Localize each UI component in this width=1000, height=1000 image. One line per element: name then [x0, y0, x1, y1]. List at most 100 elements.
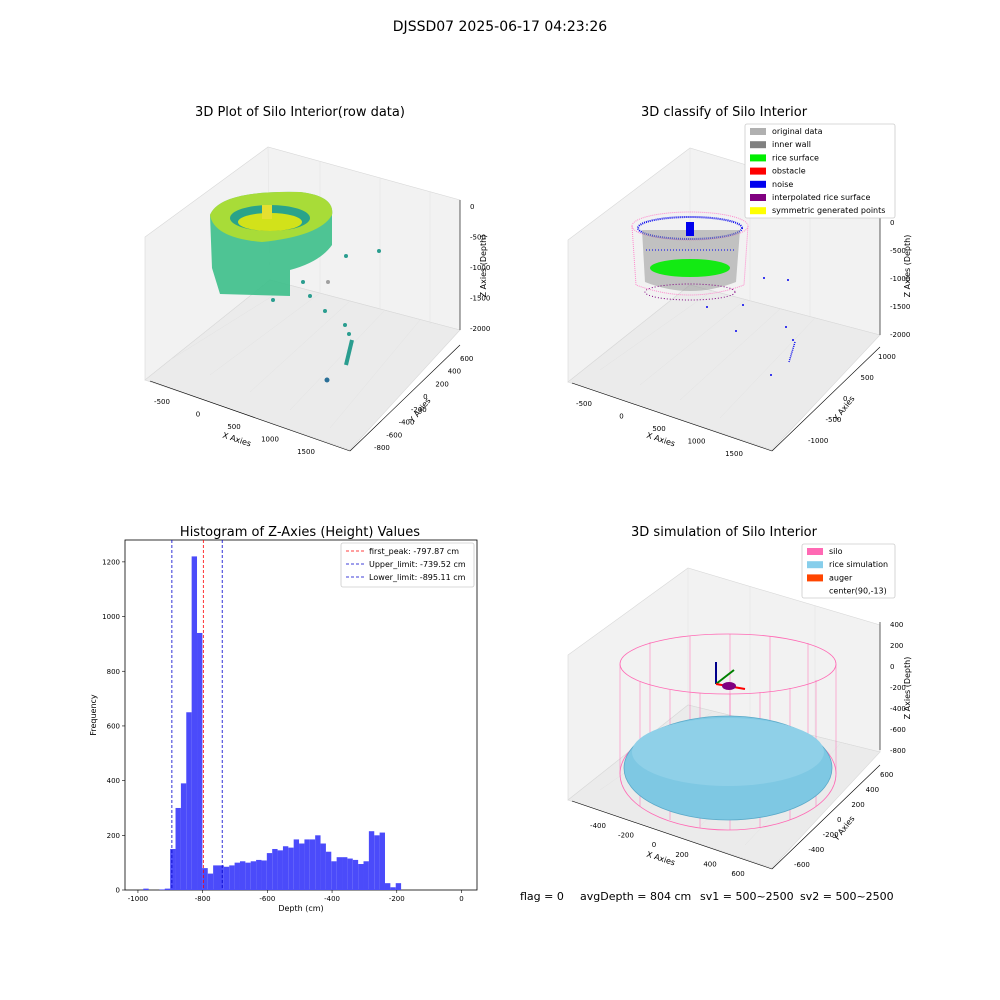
plot2-legend-item-swatch [750, 207, 766, 215]
plot2-legend-item-swatch [750, 180, 766, 188]
plot4-legend-item-label: auger [829, 573, 853, 582]
histogram-bar [390, 887, 396, 890]
histogram-bar [395, 883, 402, 890]
plot1-y-tick-label: -600 [386, 431, 402, 439]
histogram-bar [256, 859, 262, 890]
histogram-bar [175, 807, 181, 890]
histogram-bar [180, 783, 187, 890]
plot4-x-axis [571, 800, 773, 870]
plot1-zlabel: Z Axies (Depth) [479, 235, 488, 298]
plot1-y-tick-label: 600 [460, 355, 473, 363]
plot2-legend-item-swatch [750, 141, 766, 149]
histogram-bar [202, 868, 208, 890]
histogram-bar [164, 888, 171, 890]
histogram-bar [229, 865, 235, 890]
plot4-z-tick-label: -200 [890, 684, 906, 692]
plot2-z-tick-label: -1500 [890, 303, 910, 311]
plot-simulation: 3D simulation of Silo Interior [567, 525, 912, 878]
plot2-x-tick-label: 1500 [725, 450, 743, 458]
plot4-z-tick-label: 400 [890, 621, 903, 629]
plot2-x-tick-label: 0 [619, 413, 623, 421]
histogram-vlines [171, 540, 223, 890]
histogram-bar [336, 857, 343, 890]
histogram-x-tick-label: 0 [459, 895, 463, 903]
histogram-x-tick-label: -200 [389, 895, 405, 903]
plot1-x-axis [149, 380, 351, 452]
histogram-bar [282, 846, 289, 890]
histogram-bar [304, 839, 310, 890]
histogram-legend-label: Lower_limit: -895.11 cm [369, 573, 466, 582]
histogram-bar [358, 864, 364, 890]
plot2-x-axis [571, 382, 773, 452]
plot4-z-tick-label: -600 [890, 726, 906, 734]
histogram-bar [331, 861, 337, 890]
histogram-bar [320, 843, 326, 890]
histogram-bar [299, 843, 305, 890]
histogram-bar [342, 857, 348, 890]
plot4-zlabel: Z Axies (Depth) [903, 657, 912, 720]
plot4-legend-item-swatch [807, 548, 823, 555]
plot2-legend-item-label: original data [772, 127, 823, 136]
footer-sv1: sv1 = 500~2500 [700, 890, 794, 903]
histogram-bar [352, 859, 359, 890]
plot4-x-tick-label: 200 [675, 851, 688, 859]
plot2-legend-item-label: symmetric generated points [772, 206, 885, 215]
plot2-xlabel: X Axies [645, 431, 676, 449]
plot2-legend-item-swatch [750, 154, 766, 162]
plot2-y-tick-label: 500 [861, 374, 874, 382]
plot4-z-tick-label: -800 [890, 747, 906, 755]
histogram-bar [309, 839, 316, 890]
histogram-bar [266, 853, 273, 890]
histogram-bars [143, 556, 402, 890]
plot4-y-axis [771, 764, 881, 870]
plot2-y-axis [771, 346, 881, 452]
histogram-bar [197, 632, 203, 890]
histogram-bar [218, 865, 224, 890]
plot1-y-tick-label: -400 [399, 419, 415, 427]
footer-sv2: sv2 = 500~2500 [800, 890, 894, 903]
histogram-x-tick-label: -1000 [128, 895, 148, 903]
plot-raw-data: 3D Plot of Silo Interior(row data) [144, 105, 490, 456]
plot2-legend-item-label: inner wall [772, 140, 811, 149]
histogram-x-tick-label: -400 [324, 895, 340, 903]
histogram-bar [191, 556, 198, 890]
histogram-bar [368, 831, 375, 890]
plot1-z-tick-label: -1000 [470, 264, 490, 272]
plot1-y-tick-label: 200 [435, 380, 448, 388]
histogram-bar [170, 848, 176, 890]
plot2-x-tick-label: 500 [652, 425, 665, 433]
plot4-legend: silo rice simulation auger center(90,-13) [801, 543, 896, 599]
histogram-bar [207, 873, 214, 890]
histogram-x-ticks: -1000 -800 -600 -400 -200 0 [128, 890, 464, 903]
plot2-z-tick-label: -500 [890, 247, 906, 255]
plot-classify: 3D classify of Silo Interior [567, 105, 912, 458]
plot2-y-tick-label: -1000 [808, 437, 828, 445]
plot2-y-tick-label: 0 [843, 395, 847, 403]
histogram-bar [159, 889, 165, 890]
plot1-x-tick-label: 1500 [297, 448, 315, 456]
plot1-title: 3D Plot of Silo Interior(row data) [195, 105, 405, 120]
plot4-title: 3D simulation of Silo Interior [631, 525, 818, 540]
plot4-y-tick-label: 400 [866, 786, 879, 794]
plot2-z-tick-label: 0 [890, 219, 894, 227]
histogram-y-tick-label: 400 [107, 777, 120, 785]
histogram-y-tick-label: 800 [107, 668, 120, 676]
plot2-legend-item-swatch [750, 167, 766, 175]
histogram-bar [213, 865, 219, 890]
plot1-y-tick-label: 400 [448, 368, 461, 376]
histogram-y-tick-label: 200 [107, 832, 120, 840]
plot4-legend-item-swatch [807, 574, 823, 582]
plot4-legend-item-label: rice simulation [829, 560, 888, 569]
plot4-ylabel: Y Axies [831, 814, 857, 843]
figure-title: DJSSD07 2025-06-17 04:23:26 [393, 19, 608, 35]
plot2-y-tick-label: 1000 [878, 353, 896, 361]
histogram-bar [245, 862, 251, 890]
plot1-y-tick-label: 0 [423, 393, 427, 401]
plot4-z-tick-label: 0 [890, 663, 894, 671]
histogram-bar [223, 866, 230, 890]
plot4-x-tick-label: -200 [618, 832, 634, 840]
histogram-legend: first_peak: -797.87 cm Upper_limit: -739.… [340, 542, 475, 588]
plot4-rice-simulation [623, 715, 833, 821]
histogram-bar [384, 883, 391, 890]
histogram-bar [234, 862, 240, 890]
